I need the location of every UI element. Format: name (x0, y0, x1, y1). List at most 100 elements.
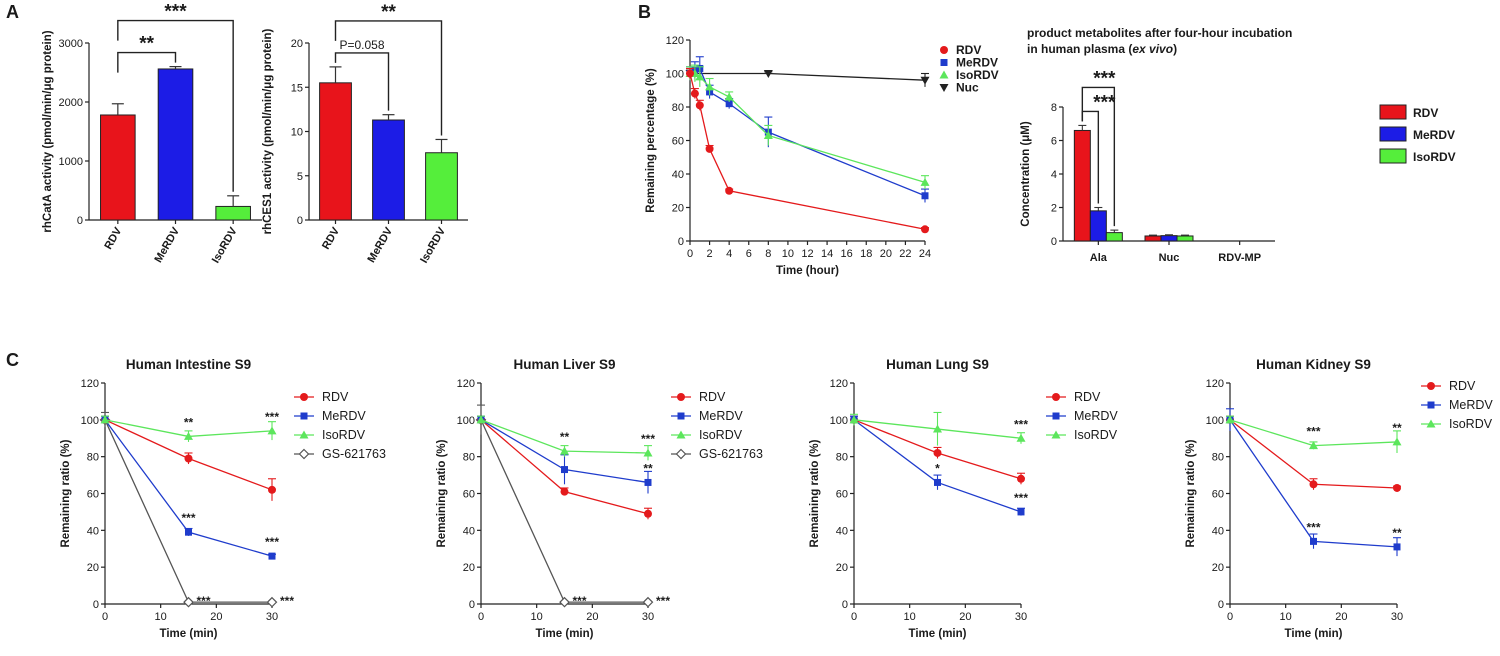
y-tick-label: 100 (81, 415, 99, 427)
chart-title: Human Kidney S9 (1256, 357, 1371, 372)
y-tick-label: 5 (297, 171, 303, 183)
x-tick-label: 30 (1015, 611, 1027, 623)
x-tick-label: 20 (959, 611, 971, 623)
y-tick-label: 4 (1051, 169, 1057, 181)
bar-isordv-nuc (1176, 235, 1194, 242)
data-point-gs-621763 (559, 596, 570, 608)
significance-bracket (334, 20, 443, 136)
significance-label: P=0.058 (339, 38, 384, 52)
x-tick-label: 30 (1391, 611, 1403, 623)
x-tick-label: MeRDV (365, 225, 395, 265)
x-tick-label: 20 (1335, 611, 1347, 623)
legend-label-rdv: RDV (699, 390, 726, 404)
legend-marker-isordv (299, 430, 309, 439)
chart-lung-s9: 0 20 40 60 80 100 120 0 10 20 30 Time (min) Remainin… (809, 357, 1118, 640)
data-point-isordv (724, 92, 734, 101)
y-tick-label: 0 (93, 599, 99, 611)
y-tick-label: 40 (836, 525, 848, 537)
x-axis-label: Time (min) (536, 628, 594, 640)
y-tick-label: 20 (291, 38, 303, 50)
y-tick-label: 80 (87, 452, 99, 464)
legend-label-rdv: RDV (956, 43, 981, 57)
data-point-merdv (1017, 508, 1025, 516)
y-tick-label: 60 (463, 489, 475, 501)
legend-label-isordv: IsoRDV (1449, 417, 1493, 431)
data-point-rdv (705, 144, 714, 153)
y-tick-label: 100 (666, 69, 684, 81)
legend-marker-rdv (677, 393, 685, 401)
x-tick-label: 0 (478, 611, 484, 623)
x-tick-label: 24 (919, 248, 931, 260)
legend-label-merdv: MeRDV (1074, 409, 1118, 423)
x-tick-label: Nuc (1159, 252, 1180, 264)
y-tick-label: 120 (666, 35, 684, 47)
data-point-merdv (725, 100, 733, 108)
legend-label-rdv: RDV (1413, 106, 1438, 120)
y-tick-label: 1000 (59, 156, 83, 168)
panel-letter-a: A (6, 2, 19, 22)
legend-label-isordv: IsoRDV (322, 428, 366, 442)
legend-label-merdv: MeRDV (699, 409, 743, 423)
significance-mark: *** (197, 594, 211, 608)
data-point-isordv (1016, 433, 1026, 442)
bar-isordv (215, 205, 251, 221)
panel-letter-c: C (6, 350, 19, 370)
significance-mark: *** (280, 594, 294, 608)
data-point-isordv (643, 448, 653, 457)
x-tick-label: 20 (210, 611, 222, 623)
legend-swatch-rdv (1379, 104, 1407, 120)
y-tick-label: 80 (836, 452, 848, 464)
legend-marker-isordv (1051, 430, 1061, 439)
significance-mark: *** (573, 594, 587, 608)
y-tick-label: 0 (1051, 236, 1057, 248)
legend-marker-rdv (1427, 382, 1435, 390)
legend-label-isordv: IsoRDV (1074, 428, 1118, 442)
y-axis-label: Remaining ratio (%) (436, 439, 448, 547)
legend-marker-gs-621763 (675, 448, 687, 460)
y-tick-label: 0 (77, 215, 83, 227)
panel-letter-b: B (638, 2, 651, 22)
legend-marker-rdv (940, 46, 948, 54)
y-tick-label: 100 (457, 415, 475, 427)
y-tick-label: 6 (1051, 136, 1057, 148)
data-point-isordv (849, 415, 859, 424)
bar-merdv-ala (1089, 210, 1107, 242)
data-point-rdv (644, 509, 652, 518)
bar-rdv (100, 114, 136, 221)
legend-marker-merdv (677, 412, 685, 420)
y-axis-label: Remaining ratio (%) (60, 439, 72, 547)
significance-bracket (117, 19, 234, 192)
series-line-nuc (690, 72, 926, 81)
x-tick-label: MeRDV (152, 225, 182, 265)
y-tick-label: 60 (672, 136, 684, 148)
y-tick-label: 0 (678, 236, 684, 248)
data-point-rdv (725, 186, 734, 195)
y-tick-label: 40 (87, 525, 99, 537)
legend-label-isordv: IsoRDV (699, 428, 743, 442)
legend-label-isordv: IsoRDV (1413, 150, 1456, 164)
significance-mark: ** (560, 430, 570, 444)
y-axis-label: Concentration (μM) (1020, 121, 1032, 227)
data-point-rdv (1393, 483, 1401, 492)
x-tick-label: 10 (904, 611, 916, 623)
data-point-isordv (705, 82, 715, 91)
data-point-merdv (185, 528, 192, 536)
legend-label-rdv: RDV (1074, 390, 1101, 404)
x-tick-label: 10 (155, 611, 167, 623)
significance-mark: * (935, 461, 940, 475)
significance-mark: *** (181, 511, 195, 525)
bar-rdv (319, 82, 352, 221)
legend-label-merdv: MeRDV (1413, 128, 1455, 142)
data-point-isordv (695, 72, 705, 81)
data-point-isordv (1225, 415, 1235, 424)
x-tick-label: 4 (726, 248, 732, 260)
significance-mark: ** (184, 415, 194, 429)
legend-swatch-isordv (1379, 148, 1407, 164)
y-tick-label: 20 (836, 562, 848, 574)
data-point-merdv (268, 552, 276, 560)
significance-mark: *** (656, 594, 670, 608)
x-tick-label: 0 (687, 248, 693, 260)
legend-marker-isordv (939, 70, 949, 79)
legend-swatch-merdv (1379, 126, 1407, 142)
